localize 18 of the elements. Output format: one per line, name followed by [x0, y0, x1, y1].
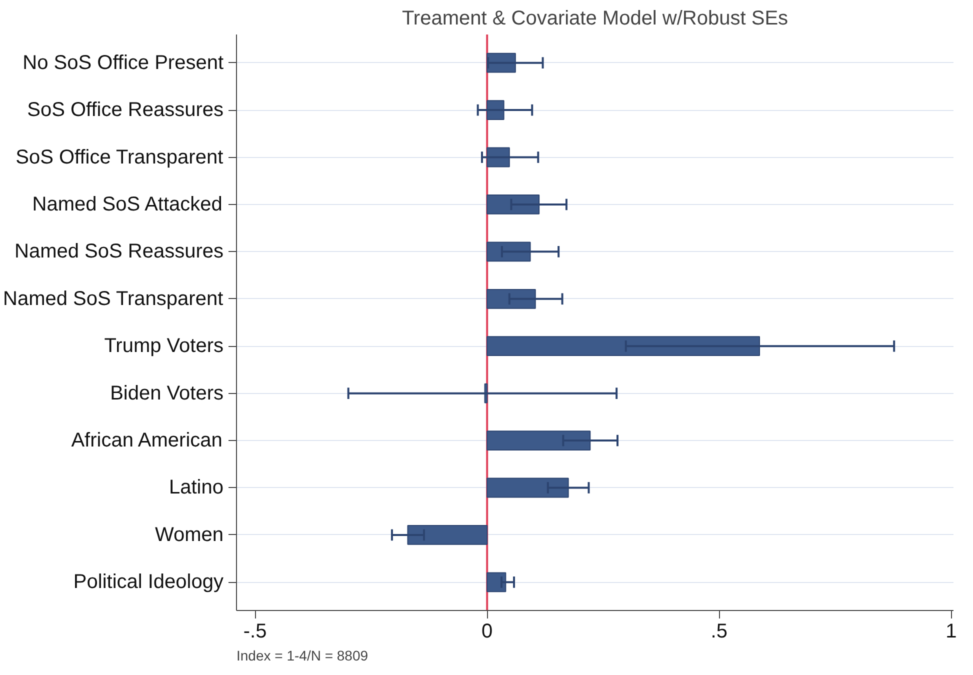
x-tick-label: 0 — [482, 620, 493, 642]
text: Index = 1-4/N = 8809 — [236, 648, 368, 664]
y-tick-label: Named SoS Attacked — [32, 193, 222, 216]
y-tick-label: Trump Voters — [104, 335, 224, 358]
y-tick-label: Political Ideology — [73, 571, 224, 594]
y-tick-label: Women — [154, 524, 224, 546]
chart-title: Treament & Covariate Model w/Robust SEs — [402, 8, 788, 30]
x-tick-label: 1 — [946, 620, 957, 642]
y-tick-label: Biden Voters — [110, 382, 224, 404]
y-tick-label: SoS Office Transparent — [16, 146, 224, 168]
y-tick-label: African American — [71, 430, 222, 452]
y-tick-label: SoS Office Reassures — [27, 99, 224, 122]
y-tick-label: No SoS Office Present — [22, 52, 224, 74]
x-tick-label: .5 — [710, 620, 728, 642]
y-tick-label: Latino — [169, 476, 224, 499]
y-tick-label: Named SoS Reassures — [14, 240, 224, 263]
y-tick-label: Named SoS Transparent — [3, 288, 224, 310]
x-tick-label: -.5 — [243, 620, 267, 642]
